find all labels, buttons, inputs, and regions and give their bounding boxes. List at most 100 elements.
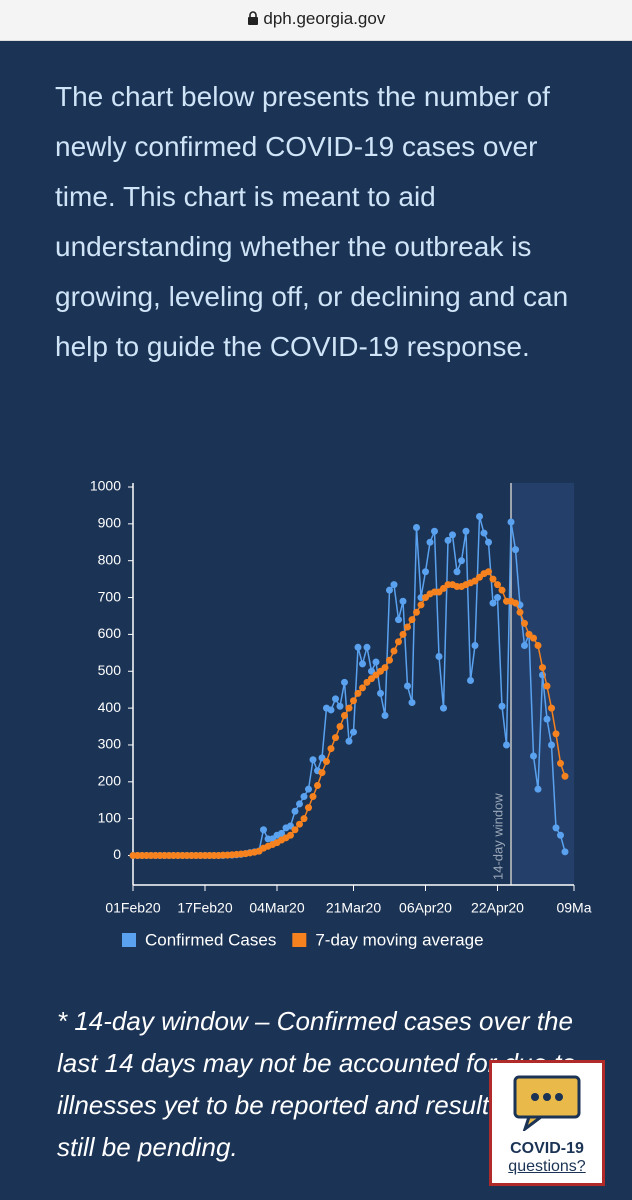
- legend-swatch: [122, 933, 136, 947]
- data-point: [503, 741, 510, 749]
- data-point: [530, 752, 537, 760]
- y-tick-label: 400: [98, 699, 122, 715]
- y-tick-label: 700: [98, 588, 122, 604]
- legend-label: Confirmed Cases: [145, 930, 276, 949]
- data-point: [534, 785, 542, 793]
- data-point: [485, 538, 492, 546]
- data-point: [449, 531, 456, 539]
- chart: 14-day window 0 100 200 300 400 500 600 700 800 90…: [90, 478, 592, 950]
- intro-paragraph: The chart below presents the number of n…: [55, 81, 569, 362]
- x-tick-label: 22Apr20: [471, 900, 524, 916]
- y-tick-label: 600: [98, 625, 122, 641]
- data-point: [318, 769, 326, 777]
- data-point: [309, 756, 317, 764]
- data-point: [512, 546, 519, 554]
- data-point: [359, 684, 366, 692]
- y-tick-label: 500: [98, 662, 122, 678]
- data-point: [521, 619, 528, 627]
- data-point: [278, 829, 285, 837]
- data-point: [305, 785, 312, 793]
- data-point: [498, 702, 506, 710]
- data-point: [345, 737, 353, 745]
- data-point: [489, 599, 497, 607]
- data-point: [413, 608, 420, 616]
- data-point: [390, 581, 398, 589]
- x-tick-label: 09Ma: [556, 900, 591, 916]
- data-point: [341, 711, 348, 719]
- url: dph.georgia.gov: [263, 9, 386, 28]
- chat-icon: [513, 1075, 581, 1134]
- data-point: [462, 527, 470, 535]
- data-point: [399, 597, 407, 605]
- data-point: [471, 641, 479, 649]
- data-point: [480, 529, 488, 537]
- data-point: [426, 538, 434, 546]
- data-point: [341, 678, 348, 686]
- widget-link[interactable]: questions?: [508, 1158, 586, 1175]
- data-point: [422, 568, 429, 576]
- y-tick-label: 200: [98, 773, 122, 789]
- data-point: [363, 643, 371, 651]
- data-point: [516, 608, 524, 616]
- chat-widget[interactable]: COVID-19 questions?: [489, 1060, 605, 1186]
- x-tick-label: 06Apr20: [399, 900, 452, 916]
- data-point: [543, 715, 551, 723]
- data-point: [561, 772, 569, 780]
- address-bar[interactable]: dph.georgia.gov: [0, 0, 632, 41]
- data-point: [296, 820, 303, 828]
- data-point: [287, 831, 294, 839]
- data-point: [291, 807, 299, 815]
- data-point: [350, 728, 357, 736]
- data-point: [552, 824, 560, 832]
- data-point: [404, 682, 411, 690]
- data-point: [458, 557, 465, 565]
- data-point: [386, 656, 393, 664]
- data-point: [350, 697, 357, 705]
- data-point: [296, 800, 303, 808]
- data-point: [260, 826, 267, 834]
- data-point: [552, 730, 560, 738]
- data-point: [543, 682, 551, 690]
- data-point: [431, 527, 438, 535]
- data-point: [323, 758, 330, 766]
- data-point: [345, 704, 353, 712]
- y-tick-label: 0: [113, 846, 121, 862]
- data-point: [354, 689, 362, 697]
- data-point: [507, 518, 515, 526]
- data-point: [534, 641, 542, 649]
- y-tick-label: 300: [98, 736, 122, 752]
- data-point: [494, 581, 501, 589]
- data-point: [381, 711, 389, 719]
- y-tick-label: 100: [98, 809, 122, 825]
- data-point: [404, 623, 411, 631]
- widget-title: COVID-19: [510, 1140, 584, 1157]
- data-point: [332, 695, 339, 703]
- data-point: [386, 586, 393, 594]
- data-point: [539, 664, 546, 672]
- data-point: [435, 653, 443, 661]
- data-point: [557, 759, 564, 767]
- data-point: [300, 815, 308, 823]
- data-point: [372, 658, 380, 666]
- data-point: [413, 524, 420, 532]
- data-point: [305, 804, 312, 812]
- data-point: [530, 634, 537, 642]
- data-point: [354, 643, 362, 651]
- x-tick-label: 17Feb20: [177, 900, 232, 916]
- y-tick-label: 800: [98, 551, 122, 567]
- data-point: [309, 793, 317, 801]
- data-point: [336, 702, 344, 710]
- y-tick-label: 1000: [90, 478, 121, 494]
- data-point: [336, 723, 344, 731]
- data-point: [521, 641, 528, 649]
- data-point: [489, 575, 497, 583]
- data-point: [390, 647, 398, 655]
- data-point: [327, 706, 335, 714]
- data-point: [467, 676, 474, 684]
- data-point: [408, 699, 416, 707]
- data-point: [561, 848, 569, 856]
- data-point: [444, 536, 452, 544]
- data-point: [291, 826, 299, 834]
- legend-label: 7-day moving average: [315, 930, 483, 949]
